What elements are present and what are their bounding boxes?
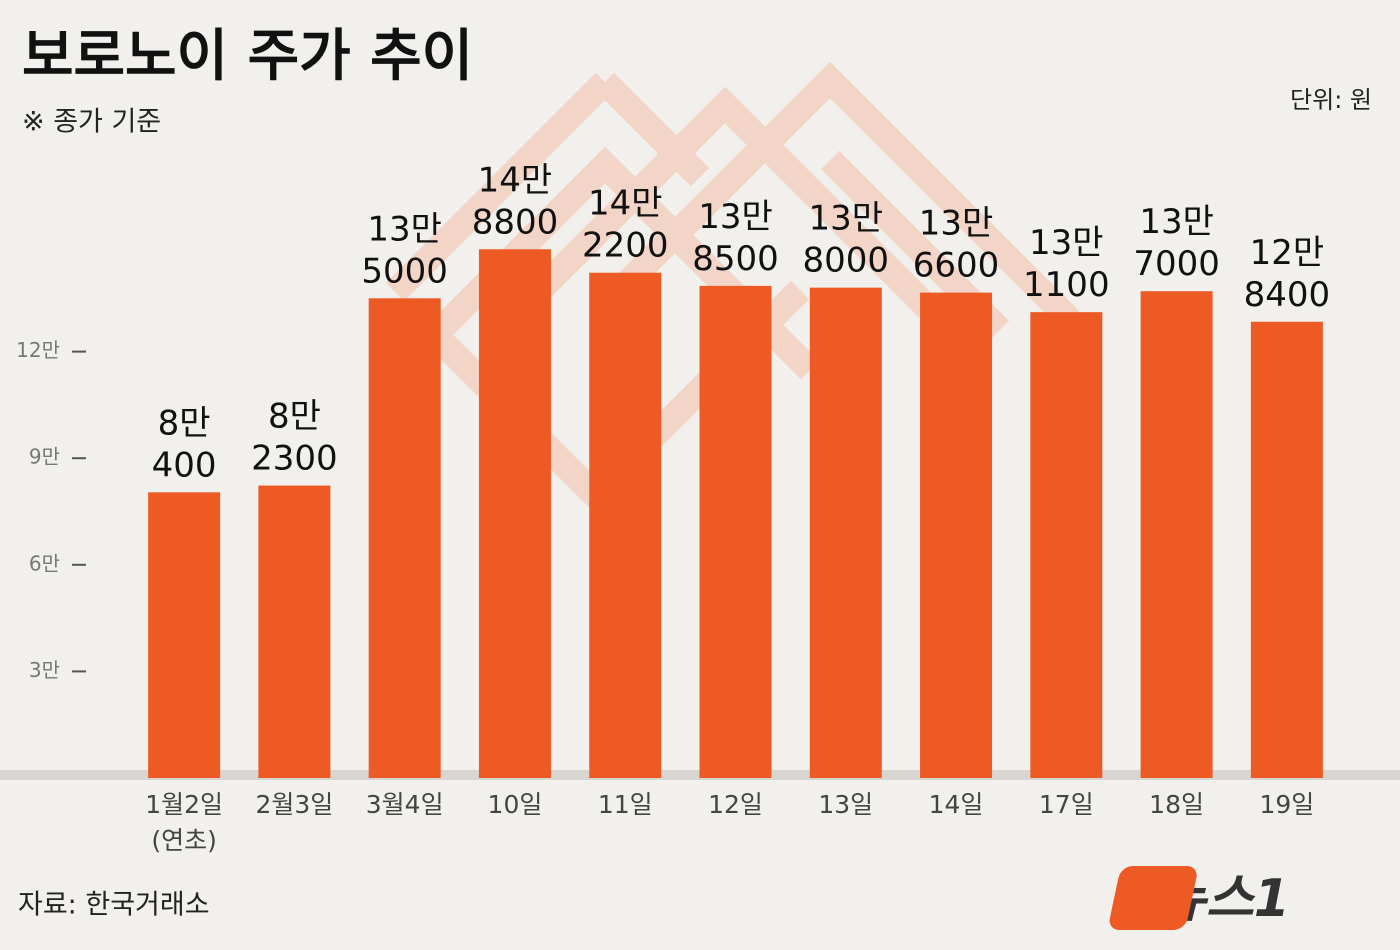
x-tick-label: 14일 [929,790,984,819]
chart-title: 보로노이 주가 추이 [22,24,473,89]
bar [258,485,331,778]
x-tick-label: 13일 [818,790,873,819]
y-tick-label: 12만 [16,338,60,362]
bar [478,249,551,778]
x-tick-label: 1월2일 (연초) [145,790,223,855]
bar [148,492,221,778]
bar [1250,321,1323,778]
x-tick-label: 18일 [1149,790,1204,819]
value-label: 13만 1100 [1023,223,1110,305]
x-tick-label: 19일 [1259,790,1314,819]
value-label: 13만 6600 [913,203,1000,285]
bar [368,298,441,778]
x-tick-label: 17일 [1039,790,1094,819]
bar [920,292,993,778]
value-label: 14만 2200 [582,183,669,265]
x-tick-label: 10일 [488,790,543,819]
value-label: 13만 8000 [803,198,890,280]
x-tick-label: 12일 [708,790,763,819]
y-tick-label: 6만 [29,551,60,575]
unit-note: 단위: 원 [1290,86,1372,114]
x-tick-label: 2월3일 [256,790,334,819]
logo-badge [1109,866,1197,930]
y-tick-label: 9만 [29,445,60,469]
x-tick-label: 11일 [598,790,653,819]
value-label: 14만 8800 [472,160,559,242]
x-tick-label: 3월4일 [366,790,444,819]
subtitle: ※ 종가 기준 [22,107,161,138]
bar [1030,312,1103,778]
bar [589,272,662,778]
value-label: 13만 8500 [692,196,779,278]
bar [809,287,882,778]
y-tick-label: 3만 [29,658,60,682]
value-label: 13만 7000 [1133,202,1220,284]
value-label: 12만 8400 [1244,232,1331,314]
value-label: 8만 400 [152,403,217,485]
value-label: 8만 2300 [251,396,338,478]
value-label: 13만 5000 [361,209,448,291]
source: 자료: 한국거래소 [18,890,210,921]
bar [699,285,772,778]
bar [1140,291,1213,778]
